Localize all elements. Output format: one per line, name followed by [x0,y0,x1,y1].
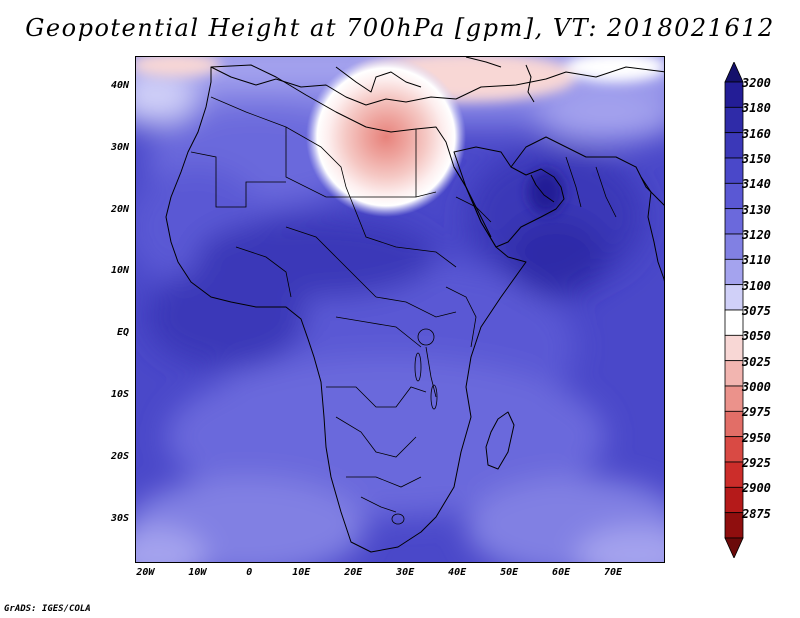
colorbar-swatch [724,486,744,514]
lon-tick-label: 20W [136,567,155,578]
colorbar-level-label: 3120 [742,228,771,242]
colorbar-level-label: 3110 [742,253,771,268]
colorbar-level-label: 3075 [742,304,771,318]
colorbar-swatch [724,182,744,210]
colorbar-swatch [724,385,744,412]
credit-text: GrADS: IGES/COLA [4,604,91,614]
colorbar-level-label: 2900 [742,481,771,496]
colorbar [724,62,744,558]
colorbar-swatch [724,334,744,362]
lat-tick-label: 40N [110,79,129,91]
colorbar-swatch [724,512,744,539]
colorbar-level-label: 2950 [742,430,771,445]
colorbar-swatch [724,132,744,159]
colorbar-swatch [724,157,744,184]
colorbar-swatch [724,208,744,235]
lon-tick-label: 20E [344,567,363,578]
colorbar-level-label: 3000 [742,380,771,394]
colorbar-top-arrow [724,62,744,83]
lat-tick-label: EQ [116,327,129,339]
lat-tick-label: 20S [110,450,129,462]
borders [190,96,617,513]
colorbar-level-label: 3100 [742,278,771,293]
colorbar-level-label: 3200 [742,76,771,90]
lon-tick-label: 50E [500,567,519,578]
colorbar-level-label: 3150 [742,152,771,166]
lat-tick-label: 30N [110,141,129,153]
lon-tick-label: 10W [188,567,207,578]
low-center [306,57,466,217]
colorbar-swatch [724,309,744,336]
colorbar-swatch [724,81,744,108]
lat-tick-label: 30S [110,512,129,524]
colorbar-level-label: 3140 [742,177,771,192]
colorbar-level-label: 2925 [742,456,771,470]
lakes [391,328,438,525]
chart-title: Geopotential Height at 700hPa [gpm], VT:… [25,14,775,42]
coastlines [165,57,664,553]
colorbar-level-label: 3050 [742,329,771,344]
lat-tick-label: 10N [110,265,129,277]
colorbar-swatch [724,233,744,260]
lon-tick-label: 30E [396,567,415,578]
colorbar-level-label: 3180 [742,101,771,116]
colorbar-swatch [724,436,744,463]
lon-tick-label: 70E [604,567,623,578]
colorbar-level-label: 3025 [742,354,771,369]
colorbar-level-label: 3130 [742,202,771,217]
colorbar-swatch [724,258,744,286]
colorbar-swatch [724,461,744,488]
colorbar-swatch [724,360,744,387]
lon-tick-label: 0 [246,567,253,578]
colorbar-swatch [724,106,744,134]
lon-tick-label: 10E [292,567,311,578]
colorbar-bottom-arrow [724,537,744,558]
colorbar-level-label: 2875 [742,506,771,521]
colorbar-swatch [724,284,744,311]
colorbar-level-label: 3160 [742,126,771,141]
lon-tick-label: 60E [552,567,571,578]
colorbar-level-label: 2975 [742,405,771,420]
lat-tick-label: 10S [110,389,129,401]
geopotential-map [136,57,664,562]
lon-tick-label: 40E [448,567,467,578]
lat-tick-label: 20N [110,203,129,215]
map-frame [135,56,665,563]
colorbar-swatch [724,410,744,438]
